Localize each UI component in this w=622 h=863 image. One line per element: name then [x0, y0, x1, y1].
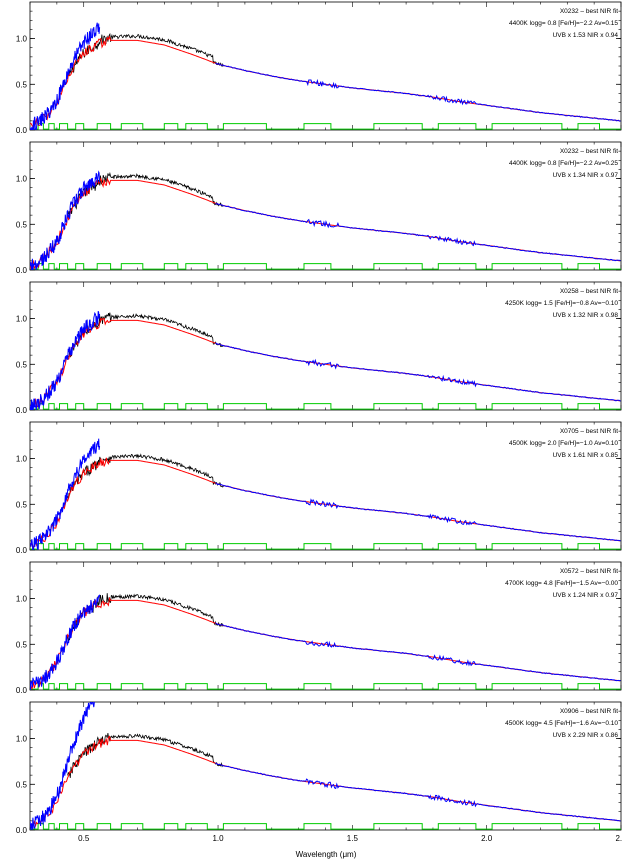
nir-scaled-spectrum [215, 622, 621, 682]
panel-annotation-line: UVB x 2.29 NIR x 0.86 [553, 732, 619, 739]
y-tick-label: 0.0 [16, 126, 28, 135]
y-tick-label: 1.0 [16, 175, 28, 184]
panel-annotation-line: 4400K logg= 0.8 [Fe/H]=−2.2 Av=0.25 [509, 160, 618, 167]
y-tick-label: 0.5 [16, 360, 28, 369]
mask-line [30, 543, 621, 550]
observed-spectrum [67, 453, 224, 499]
nir-scaled-spectrum [215, 202, 621, 262]
y-tick-label: 1.0 [16, 455, 28, 464]
panel-annotation-line: 4400K logg= 0.8 [Fe/H]=−2.2 Av=0.15 [509, 20, 618, 27]
x-tick-label: 1.5 [347, 834, 359, 843]
x-tick-label: 1.0 [212, 834, 224, 843]
panel-annotation-line: UVB x 1.61 NIR x 0.85 [553, 452, 619, 459]
panel-3: 0.0 0.5 1.0 X0258 – best NIR fit 4250K logg=… [16, 281, 622, 415]
nir-scaled-spectrum [215, 482, 621, 542]
y-tick-label: 0.5 [16, 220, 28, 229]
mask-line [30, 403, 621, 410]
uvb-scaled-spectrum [30, 594, 101, 690]
panel-annotation-line: X0232 – best NIR fit [560, 8, 618, 15]
panel-annotation-line: X0705 – best NIR fit [560, 428, 618, 435]
model-spectrum [30, 457, 620, 549]
uvb-scaled-spectrum [30, 170, 101, 270]
y-tick-label: 0.0 [16, 826, 28, 835]
chart-panels: 0.0 0.5 1.0 X0232 – best NIR fit 4400K logg=… [16, 1, 622, 835]
y-tick-label: 1.0 [16, 315, 28, 324]
panel-annotation-line: UVB x 1.32 NIR x 0.98 [553, 312, 619, 319]
panel-5: 0.0 0.5 1.0 X0572 – best NIR fit 4700K logg=… [16, 561, 622, 695]
mask-line [30, 123, 621, 130]
uvb-scaled-spectrum [30, 702, 95, 830]
observed-spectrum [67, 171, 224, 218]
uvb-scaled-spectrum [30, 438, 101, 550]
panel-annotation-line: X0906 – best NIR fit [560, 708, 618, 715]
y-tick-label: 0.5 [16, 80, 28, 89]
panel-annotation-line: X0572 – best NIR fit [560, 568, 618, 575]
x-tick-label: 2.0 [481, 834, 493, 843]
y-tick-label: 0.0 [16, 406, 28, 415]
panel-annotation-line: 4500K logg= 4.5 [Fe/H]=−1.6 Av=−0.10 [505, 720, 618, 727]
uvb-scaled-spectrum [30, 22, 101, 130]
panel-2: 0.0 0.5 1.0 X0232 – best NIR fit 4400K logg=… [16, 141, 622, 275]
y-tick-label: 0.0 [16, 546, 28, 555]
y-tick-label: 1.0 [16, 735, 28, 744]
panel-annotation-line: 4700K logg= 4.8 [Fe/H]=−1.5 Av=−0.00 [505, 580, 618, 587]
nir-scaled-spectrum [215, 62, 621, 122]
x-axis: 0.5 1.0 1.5 2.0 2.5 [78, 834, 622, 843]
observed-spectrum [67, 32, 224, 78]
model-spectrum [30, 176, 620, 270]
x-tick-label: 2.5 [615, 834, 622, 843]
model-spectrum [30, 35, 620, 128]
observed-spectrum [67, 732, 224, 778]
mask-line [30, 823, 621, 830]
panel-annotation-line: 4500K logg= 2.0 [Fe/H]=−1.0 Av=0.10 [509, 440, 618, 447]
panel-6: 0.0 0.5 1.0 X0906 – best NIR fit 4500K logg=… [16, 701, 622, 835]
panel-1: 0.0 0.5 1.0 X0232 – best NIR fit 4400K logg=… [16, 1, 622, 135]
observed-spectrum [67, 312, 224, 359]
panel-annotation-line: UVB x 1.24 NIR x 0.97 [553, 592, 619, 599]
panel-annotation-line: 4250K logg= 1.5 [Fe/H]=−0.8 Av=−0.10 [505, 300, 618, 307]
panel-annotation-line: X0232 – best NIR fit [560, 148, 618, 155]
nir-scaled-spectrum [215, 342, 621, 402]
panel-annotation-line: UVB x 1.34 NIR x 0.97 [553, 172, 619, 179]
y-tick-label: 0.0 [16, 266, 28, 275]
y-tick-label: 1.0 [16, 595, 28, 604]
model-spectrum [30, 317, 620, 409]
y-tick-label: 0.5 [16, 780, 28, 789]
y-tick-label: 0.5 [16, 500, 28, 509]
y-tick-label: 1.0 [16, 35, 28, 44]
y-tick-label: 0.0 [16, 686, 28, 695]
panel-4: 0.0 0.5 1.0 X0705 – best NIR fit 4500K logg=… [16, 421, 622, 555]
mask-line [30, 263, 621, 270]
nir-scaled-spectrum [215, 762, 621, 822]
mask-line [30, 683, 621, 690]
x-axis-label: Wavelength (μm) [296, 850, 357, 859]
y-tick-label: 0.5 [16, 640, 28, 649]
panel-annotation-line: UVB x 1.53 NIR x 0.94 [553, 32, 619, 39]
x-tick-label: 0.5 [78, 834, 90, 843]
model-spectrum [30, 735, 620, 828]
panel-annotation-line: X0258 – best NIR fit [560, 288, 618, 295]
uvb-scaled-spectrum [30, 310, 101, 410]
